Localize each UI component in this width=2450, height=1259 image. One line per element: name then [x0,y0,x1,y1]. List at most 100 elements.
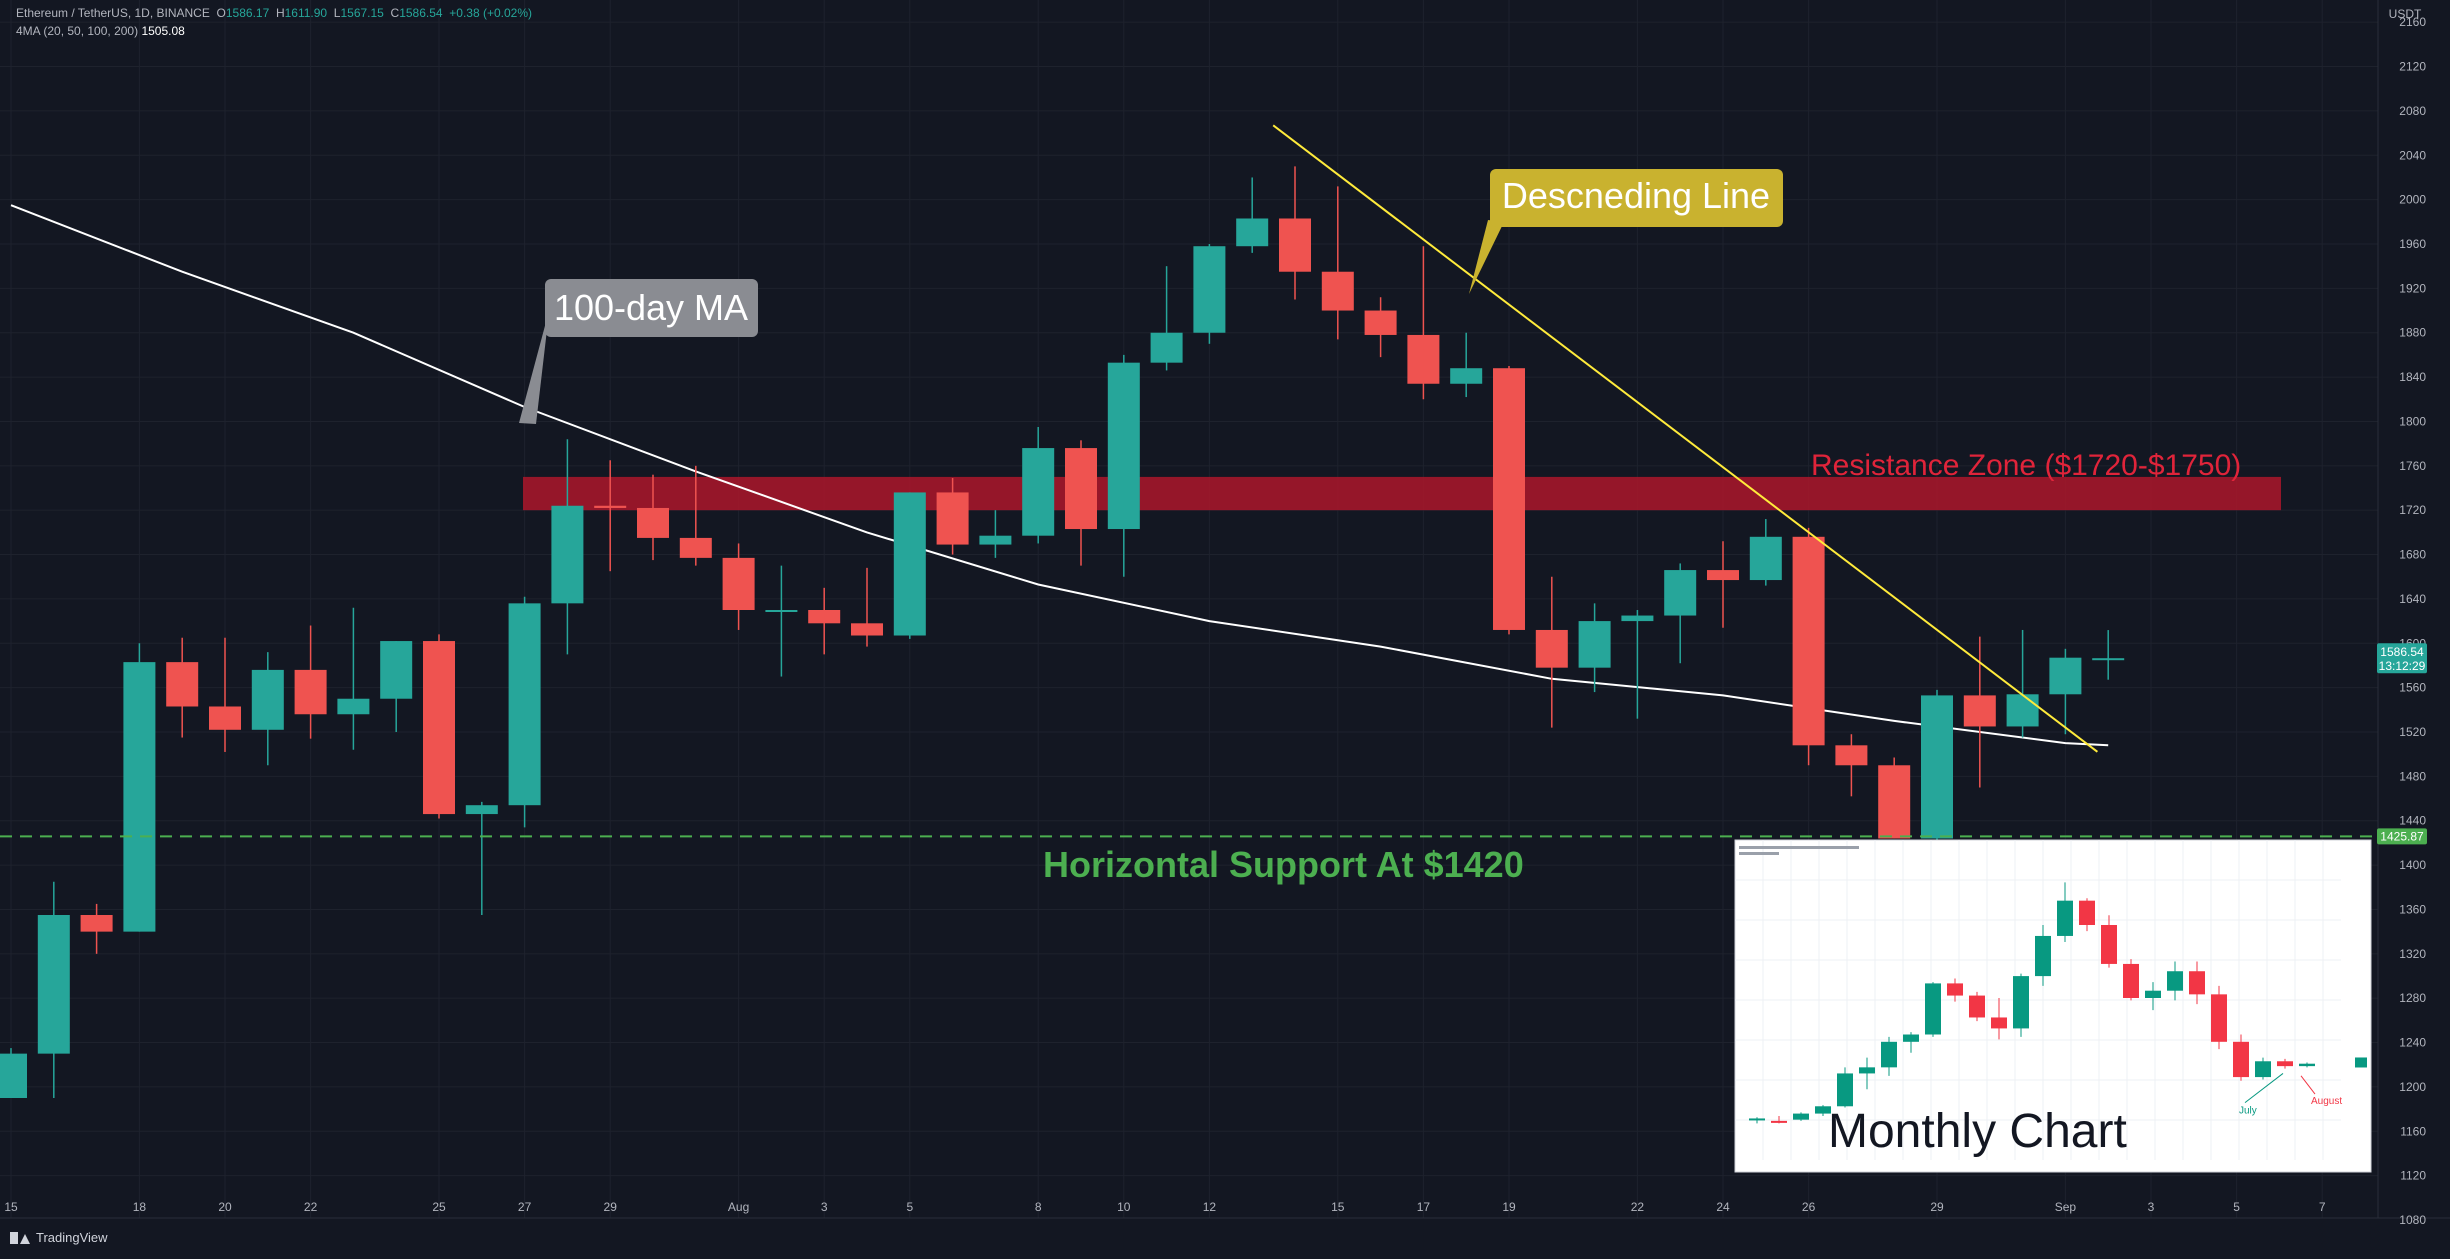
inset-august-label: August [2311,1096,2342,1107]
low-label: L [333,6,341,20]
ma-callout-box [545,279,758,337]
x-tick-label: 3 [2148,1200,2155,1214]
symbol-label[interactable]: Ethereum / TetherUS, 1D, BINANCE [16,6,210,20]
candle-body [380,641,413,699]
inset-candle-body [1969,995,1985,1018]
ma-indicator-value: 1505.08 [141,24,185,38]
x-tick-label: 17 [1417,1200,1431,1214]
low-value: 1567.15 [340,6,384,20]
close-value: 1586.54 [399,6,443,20]
y-tick-label: 1080 [2399,1213,2426,1227]
open-label: O [216,6,226,20]
resistance-zone-layer [523,476,2281,511]
candle-body [209,706,241,730]
ma-layer [10,204,2109,747]
inset-candle-body [1837,1073,1853,1107]
inset-candle-body [1991,1017,2007,1029]
candle-body [423,641,455,815]
candle-body [851,623,883,636]
candle-body [251,669,284,730]
descending-trendline [1272,124,2099,753]
candle-body [2049,657,2082,695]
candle-body [1022,448,1055,536]
y-tick-label: 1280 [2399,991,2426,1005]
y-tick-label: 1440 [2399,814,2426,828]
x-tick-label: 26 [1802,1200,1816,1214]
x-tick-label: 15 [1331,1200,1345,1214]
y-tick-label: 2000 [2399,193,2426,207]
candle-body [123,662,156,932]
candle-body [808,610,841,624]
inset-candle-body [2079,900,2095,925]
candle-body [1364,310,1397,335]
candle-body [1707,570,1739,581]
inset-candle-body [1815,1106,1831,1114]
candle-body [1493,368,1525,630]
inset-candle-body [1749,1118,1765,1121]
x-tick-label: 27 [518,1200,532,1214]
time-axis-background [0,1218,2378,1254]
last-price-label: 1586.54 [2380,645,2424,659]
chart-header-ma[interactable]: 4MA (20, 50, 100, 200) 1505.08 [16,24,185,38]
ma-callout-pointer [519,321,548,424]
x-tick-label: 5 [906,1200,913,1214]
inset-title: Monthly Chart [1828,1105,2127,1158]
candle-body [294,669,327,715]
high-label: H [275,6,285,20]
ma100-line [10,204,2109,747]
y-tick-label: 1120 [2400,1169,2426,1183]
candle-body [1150,332,1183,363]
y-tick-label: 1920 [2399,281,2426,295]
inset-candle-body [2233,1041,2249,1078]
x-tick-label: 20 [218,1200,232,1214]
candle-body [1193,246,1226,333]
tradingview-branding[interactable]: TradingView [10,1230,108,1245]
inset-price-badge [2355,1057,2367,1068]
y-tick-label: 1240 [2399,1036,2426,1050]
countdown-label: 13:12:29 [2379,659,2426,673]
x-tick-label: 24 [1716,1200,1730,1214]
x-tick-label: 19 [1502,1200,1516,1214]
candle-body [637,507,669,538]
y-tick-label: 1960 [2399,237,2426,251]
candle-body [936,492,969,545]
y-tick-label: 1480 [2399,769,2426,783]
price-axis-background [2378,0,2450,1254]
inset-july-label: July [2239,1106,2257,1117]
candle-body [1279,218,1311,272]
x-tick-label: 3 [821,1200,828,1214]
candles-layer [0,166,2125,1098]
inset-candle-body [1903,1034,1919,1042]
inset-candle-body [2299,1063,2315,1067]
inset-header-line [1739,846,1859,849]
candle-body [1450,368,1483,384]
inset-august-arrow [2300,1075,2316,1095]
chart-header-ohlc: Ethereum / TetherUS, 1D, BINANCE O1586.1… [16,6,532,20]
descending-callout-box [1490,169,1783,227]
close-label: C [390,6,400,20]
candle-body [1878,765,1911,839]
candle-body [1578,621,1611,668]
candle-body [0,1053,27,1098]
inset-candle-body [2101,925,2117,964]
y-tick-label: 1760 [2399,459,2426,473]
inset-candle-body [2035,935,2051,977]
candle-body [2092,658,2125,661]
monthly-inset: July August Monthly Chart [1734,839,2372,1173]
ma-callout-text: 100-day MA [554,287,748,328]
y-tick-label: 1800 [2399,414,2426,428]
candle-body [337,698,370,715]
candle-body [1407,334,1440,384]
change-value: +0.38 (+0.02%) [449,6,532,20]
candle-body [893,492,926,636]
inset-background [1734,839,2372,1173]
inset-candle-body [2167,971,2183,991]
candle-body [1321,271,1354,311]
resistance-zone-band [523,476,2281,511]
y-tick-label: 2080 [2399,104,2426,118]
y-tick-label: 1160 [2400,1124,2426,1138]
x-tick-label: 29 [1930,1200,1944,1214]
